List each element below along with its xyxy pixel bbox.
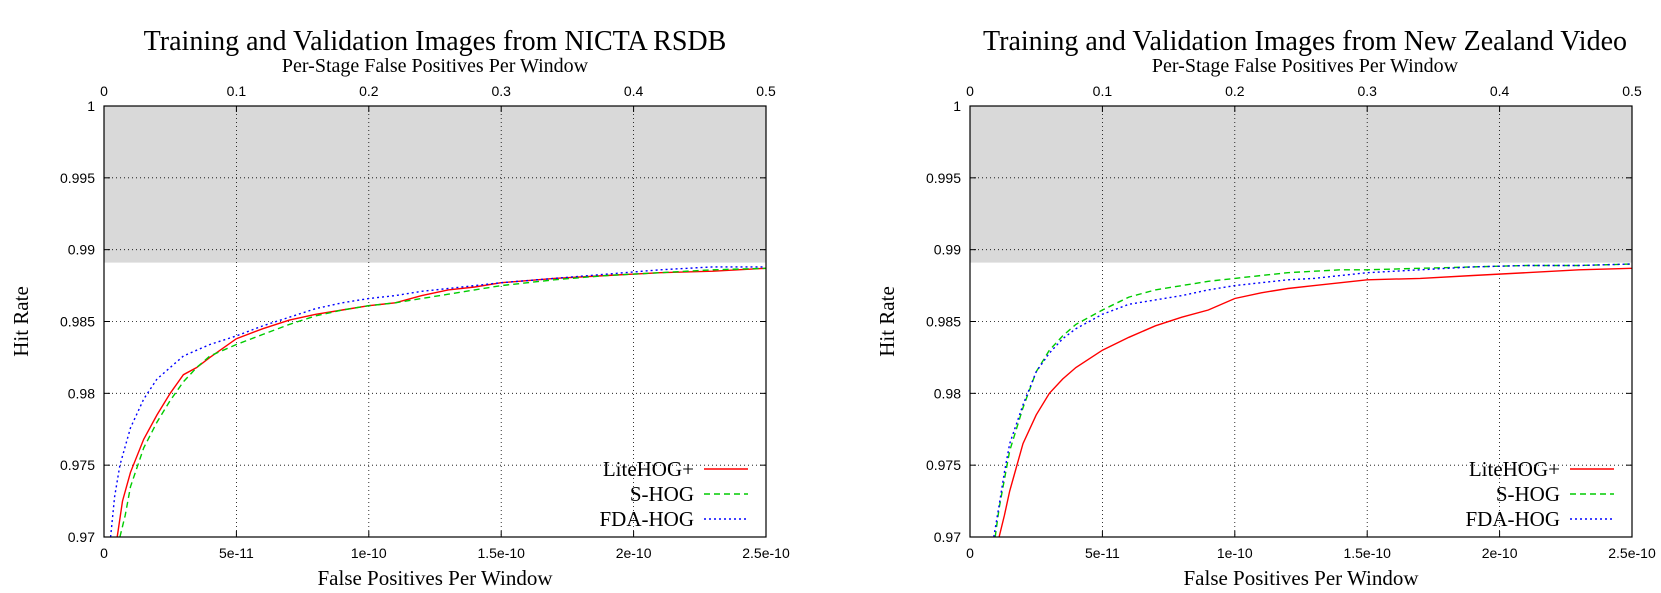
y-axis-title: Hit Rate <box>9 286 33 357</box>
x-tick-label: 0 <box>966 545 974 561</box>
x-tick-label: 1.5e-10 <box>477 545 525 561</box>
y-tick-label: 0.985 <box>60 314 95 330</box>
x2-tick-label: 0.5 <box>756 83 776 99</box>
x-tick-label: 1e-10 <box>351 545 387 561</box>
legend-label: LiteHOG+ <box>1469 457 1560 481</box>
x-tick-label: 2.5e-10 <box>742 545 790 561</box>
y-axis-title: Hit Rate <box>875 286 899 357</box>
legend-label: FDA-HOG <box>1466 507 1561 531</box>
y-tick-label: 0.99 <box>934 242 961 258</box>
y-tick-label: 0.97 <box>68 529 95 545</box>
x2-axis-title: Per-Stage False Positives Per Window <box>1152 55 1459 77</box>
series-line-litehog- <box>998 267 1632 537</box>
x2-tick-label: 0.5 <box>1622 83 1642 99</box>
x-tick-label: 2e-10 <box>616 545 652 561</box>
x-tick-label: 0 <box>100 545 108 561</box>
chart-title: Training and Validation Images from New … <box>983 26 1627 57</box>
x2-tick-label: 0.2 <box>1225 83 1245 99</box>
x-tick-label: 2e-10 <box>1482 545 1518 561</box>
y-tick-label: 0.98 <box>934 385 961 401</box>
x-tick-label: 5e-11 <box>1085 545 1120 561</box>
series-line-fda-hog <box>109 266 766 537</box>
y-tick-label: 0.985 <box>926 314 961 330</box>
x-axis-title: False Positives Per Window <box>1183 566 1419 590</box>
x2-tick-label: 0.4 <box>1490 83 1510 99</box>
legend-label: LiteHOG+ <box>603 457 694 481</box>
x2-tick-label: 0 <box>100 83 108 99</box>
x-tick-label: 5e-11 <box>219 545 254 561</box>
y-tick-label: 0.995 <box>60 170 95 186</box>
y-tick-label: 0.975 <box>926 457 961 473</box>
x2-tick-label: 0 <box>966 83 974 99</box>
x-tick-label: 1.5e-10 <box>1343 545 1391 561</box>
y-tick-label: 0.97 <box>934 529 961 545</box>
x-tick-label: 1e-10 <box>1217 545 1253 561</box>
y-tick-label: 1 <box>87 98 95 114</box>
x2-tick-label: 0.3 <box>491 83 511 99</box>
shaded-region <box>104 106 766 263</box>
legend-label: S-HOG <box>1496 482 1560 506</box>
shaded-region <box>970 106 1632 263</box>
y-tick-label: 0.995 <box>926 170 961 186</box>
x2-tick-label: 0.3 <box>1357 83 1377 99</box>
x2-tick-label: 0.1 <box>1093 83 1113 99</box>
chart-panel-2: 0 0 5e-11 0.1 1e-10 0.2 1.5e-10 0.3 2e-10 0.4 2.5e… <box>875 26 1656 590</box>
y-tick-label: 1 <box>953 98 961 114</box>
x2-tick-label: 0.2 <box>359 83 379 99</box>
x-tick-label: 2.5e-10 <box>1608 545 1656 561</box>
chart-title: Training and Validation Images from NICT… <box>144 26 727 57</box>
series-line-s-hog <box>994 263 1632 537</box>
chart-panel-1: 0 0 5e-11 0.1 1e-10 0.2 1.5e-10 0.3 2e-10 0.4 2.5e… <box>9 26 790 590</box>
legend-label: FDA-HOG <box>600 507 695 531</box>
legend-label: S-HOG <box>630 482 694 506</box>
y-tick-label: 0.99 <box>68 242 95 258</box>
series-line-fda-hog <box>993 263 1632 537</box>
series-line-litehog- <box>116 267 766 537</box>
x2-tick-label: 0.1 <box>227 83 247 99</box>
y-tick-label: 0.975 <box>60 457 95 473</box>
x2-axis-title: Per-Stage False Positives Per Window <box>282 55 589 77</box>
series-line-s-hog <box>119 267 766 537</box>
x-axis-title: False Positives Per Window <box>317 566 553 590</box>
x2-tick-label: 0.4 <box>624 83 644 99</box>
y-tick-label: 0.98 <box>68 385 95 401</box>
